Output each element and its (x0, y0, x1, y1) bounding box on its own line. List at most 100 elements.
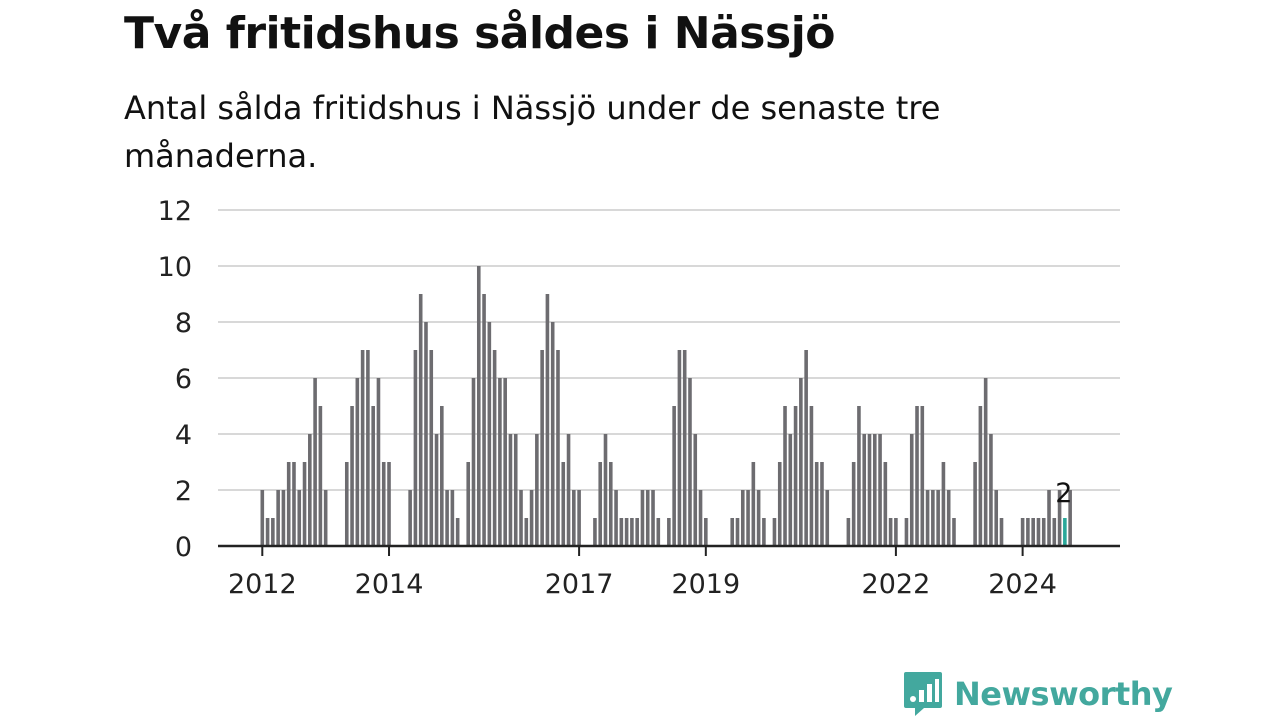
y-tick-label: 12 (158, 196, 192, 227)
bar (376, 378, 381, 546)
bar (281, 490, 286, 546)
bar (624, 518, 629, 546)
y-tick-label: 6 (175, 364, 192, 395)
bar (677, 350, 682, 546)
x-axis: 2012 2014 2017 2019 2022 2024 (218, 544, 1120, 600)
bar (894, 518, 898, 546)
bar (667, 518, 671, 546)
bar (381, 462, 386, 546)
bar (999, 518, 1004, 546)
bar (846, 518, 851, 546)
data-label: 2 (1055, 478, 1072, 509)
bar (408, 490, 412, 546)
x-tick-label: 2012 (228, 569, 297, 600)
bar (593, 518, 597, 546)
x-tick-label: 2022 (862, 569, 931, 600)
bar (540, 350, 544, 546)
bar (1068, 490, 1072, 546)
bar (503, 378, 507, 546)
bar (1047, 490, 1051, 546)
bar (323, 490, 328, 546)
bar (814, 462, 819, 546)
bar (682, 350, 687, 546)
bar (366, 350, 370, 546)
bar (936, 490, 940, 546)
bar (878, 434, 882, 546)
x-tick-label: 2014 (355, 569, 424, 600)
chart-title: Två fritidshus såldes i Nässjö (124, 8, 836, 59)
bar (424, 322, 428, 546)
bar (740, 490, 745, 546)
bar (566, 434, 571, 546)
bar (804, 350, 808, 546)
annotations: 2 (1055, 478, 1072, 509)
bar (862, 434, 867, 546)
bar (471, 378, 476, 546)
bar (946, 490, 951, 546)
bar (762, 518, 766, 546)
bar (572, 490, 576, 546)
bar (978, 406, 983, 546)
y-tick-label: 4 (175, 420, 192, 451)
y-tick-label: 2 (175, 476, 192, 507)
x-tick-label: 2019 (671, 569, 740, 600)
bar (925, 490, 930, 546)
bar (429, 350, 434, 546)
bar (344, 462, 349, 546)
bar (704, 518, 708, 546)
bar (614, 490, 618, 546)
bar (276, 490, 280, 546)
bar (498, 378, 502, 546)
bar (656, 518, 661, 546)
bar (561, 462, 566, 546)
bar (809, 406, 814, 546)
bar (756, 490, 761, 546)
bar (693, 434, 698, 546)
bar (793, 406, 798, 546)
bar-highlight (1063, 518, 1067, 546)
chart-subtitle: Antal sålda fritidshus i Nässjö under de… (124, 89, 941, 175)
bar (788, 434, 793, 546)
bar (608, 462, 613, 546)
bar (1036, 518, 1041, 546)
bar (920, 406, 925, 546)
bar (698, 490, 703, 546)
bar (450, 490, 455, 546)
bar (973, 462, 977, 546)
bar (577, 490, 581, 546)
bar (302, 462, 307, 546)
bar (529, 490, 534, 546)
bar (513, 434, 518, 546)
bar (772, 518, 777, 546)
y-tick-label: 0 (175, 532, 192, 563)
bar (487, 322, 492, 546)
bar (492, 350, 497, 546)
bar (482, 294, 486, 546)
bar (418, 294, 423, 546)
bar (820, 462, 824, 546)
bar (825, 490, 830, 546)
bar (265, 518, 270, 546)
bar (857, 406, 861, 546)
bar (1020, 518, 1025, 546)
bar (915, 406, 919, 546)
bar (651, 490, 655, 546)
bar (1052, 518, 1057, 546)
bar (476, 266, 481, 546)
bar (318, 406, 323, 546)
bar (550, 322, 555, 546)
bar (777, 462, 782, 546)
bar (313, 378, 317, 546)
bar (371, 406, 375, 546)
bar (455, 518, 460, 546)
y-tick-label: 8 (175, 308, 192, 339)
bar (1041, 518, 1046, 546)
bar (1026, 518, 1030, 546)
bar (931, 490, 935, 546)
bar (350, 406, 354, 546)
bar (286, 462, 291, 546)
bar (545, 294, 550, 546)
bar (508, 434, 513, 546)
newsworthy-logo-icon (904, 672, 942, 716)
bar (904, 518, 909, 546)
